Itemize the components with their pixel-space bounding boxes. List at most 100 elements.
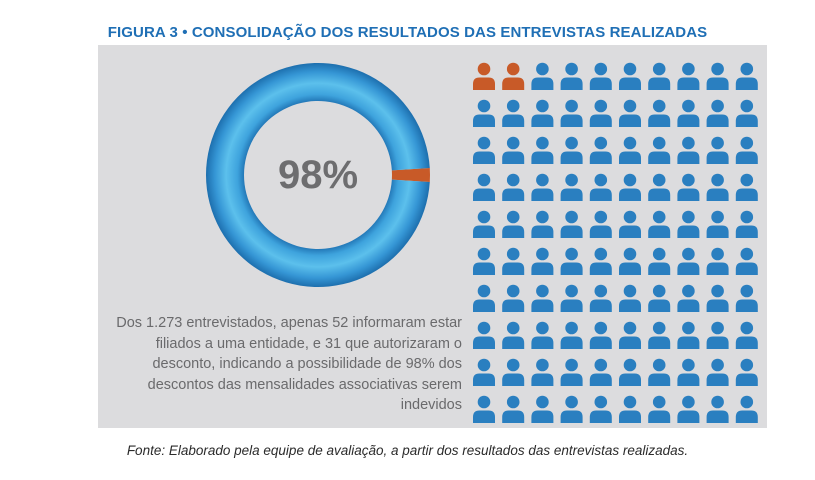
person-icon xyxy=(502,358,525,386)
person-icon xyxy=(735,136,758,164)
person-icon xyxy=(473,173,495,201)
person-icon xyxy=(502,395,525,423)
person-icon xyxy=(619,99,641,127)
person-icon xyxy=(473,99,495,127)
person-icon xyxy=(619,136,641,164)
person-icon xyxy=(648,99,671,127)
person-icon xyxy=(502,210,525,238)
donut-slice-main xyxy=(206,63,430,287)
source-note: Fonte: Elaborado pela equipe de avaliaçã… xyxy=(126,443,689,458)
person-icon xyxy=(502,173,525,201)
person-icon xyxy=(619,247,641,275)
person-icon xyxy=(531,173,554,201)
person-icon xyxy=(648,358,671,386)
person-icon xyxy=(473,136,495,164)
person-icon xyxy=(473,284,495,312)
person-icon xyxy=(648,62,671,90)
person-icon xyxy=(502,247,525,275)
person-icon xyxy=(531,247,554,275)
person-icon xyxy=(648,247,671,275)
person-icon-highlight xyxy=(502,62,525,90)
person-icon xyxy=(502,136,525,164)
person-icon xyxy=(589,247,612,275)
person-icon xyxy=(473,395,495,423)
person-icon xyxy=(706,321,729,349)
person-icon xyxy=(677,210,700,238)
person-icon xyxy=(473,247,495,275)
person-icon xyxy=(589,284,612,312)
person-icon xyxy=(706,210,729,238)
person-icon xyxy=(648,210,671,238)
person-icon xyxy=(560,173,583,201)
person-icon xyxy=(589,62,612,90)
person-icon xyxy=(531,395,554,423)
person-icon xyxy=(648,173,671,201)
person-icon xyxy=(560,210,583,238)
person-icon xyxy=(677,358,700,386)
person-icon xyxy=(560,62,583,90)
person-icon xyxy=(589,99,612,127)
person-icon xyxy=(473,358,495,386)
person-icon xyxy=(706,99,729,127)
person-icon xyxy=(619,210,641,238)
person-icon xyxy=(560,136,583,164)
person-icon xyxy=(735,358,758,386)
person-icon-highlight xyxy=(473,62,495,90)
person-icon xyxy=(531,284,554,312)
person-icon xyxy=(589,358,612,386)
person-icon xyxy=(648,321,671,349)
person-icon xyxy=(648,284,671,312)
person-icon xyxy=(735,99,758,127)
person-icon xyxy=(648,136,671,164)
person-icon xyxy=(706,173,729,201)
person-icon xyxy=(502,284,525,312)
person-icon xyxy=(706,136,729,164)
person-icon xyxy=(473,210,495,238)
person-icon xyxy=(619,62,641,90)
person-icon xyxy=(619,173,641,201)
person-icon xyxy=(619,321,641,349)
person-icon xyxy=(560,99,583,127)
person-icon xyxy=(560,321,583,349)
person-icon xyxy=(531,358,554,386)
person-icon xyxy=(619,284,641,312)
person-icon xyxy=(619,358,641,386)
person-icon xyxy=(706,358,729,386)
description-text: Dos 1.273 entrevistados, apenas 52 infor… xyxy=(116,315,462,413)
person-icon xyxy=(560,358,583,386)
person-icon xyxy=(677,284,700,312)
person-icon xyxy=(589,321,612,349)
people-pictogram xyxy=(472,62,762,424)
person-icon xyxy=(735,210,758,238)
person-icon xyxy=(648,395,671,423)
person-icon xyxy=(677,62,700,90)
person-icon xyxy=(473,321,495,349)
person-icon xyxy=(735,284,758,312)
person-icon xyxy=(735,247,758,275)
person-icon xyxy=(706,284,729,312)
person-icon xyxy=(531,210,554,238)
person-icon xyxy=(502,99,525,127)
person-icon xyxy=(531,62,554,90)
person-icon xyxy=(735,395,758,423)
person-icon xyxy=(589,395,612,423)
person-icon xyxy=(677,99,700,127)
person-icon xyxy=(677,173,700,201)
person-icon xyxy=(531,321,554,349)
person-icon xyxy=(735,62,758,90)
person-icon xyxy=(502,321,525,349)
person-icon xyxy=(531,136,554,164)
person-icon xyxy=(677,395,700,423)
person-icon xyxy=(560,284,583,312)
person-icon xyxy=(706,395,729,423)
person-icon xyxy=(706,62,729,90)
person-icon xyxy=(531,99,554,127)
person-icon xyxy=(677,321,700,349)
person-icon xyxy=(706,247,729,275)
person-icon xyxy=(560,247,583,275)
person-icon xyxy=(735,173,758,201)
person-icon xyxy=(677,136,700,164)
person-icon xyxy=(677,247,700,275)
person-icon xyxy=(735,321,758,349)
person-icon xyxy=(619,395,641,423)
